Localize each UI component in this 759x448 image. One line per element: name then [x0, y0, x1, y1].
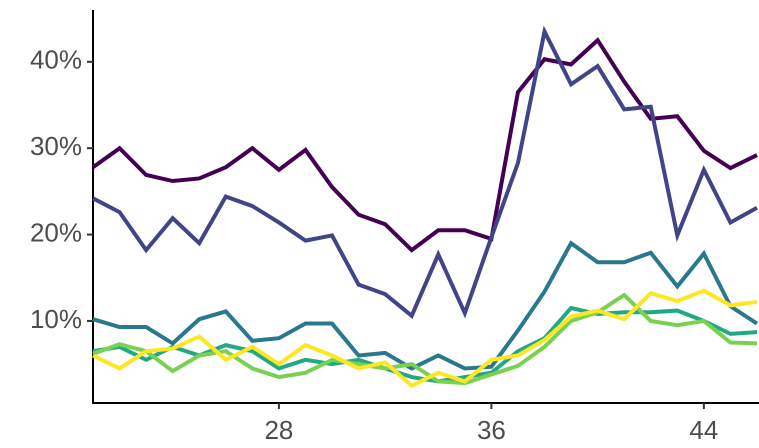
- series-line: [91, 37, 758, 253]
- series-line: [92, 292, 758, 386]
- y-tick-label: 40%: [30, 45, 82, 75]
- y-tick-label: 20%: [30, 217, 82, 247]
- y-tick-label: 30%: [30, 131, 82, 161]
- x-tick-label: 44: [689, 415, 718, 445]
- x-tick-label: 28: [264, 415, 293, 445]
- y-tick-label: 10%: [30, 304, 82, 334]
- x-tick-label: 36: [477, 415, 506, 445]
- series-line: [92, 288, 758, 389]
- series-line: [92, 25, 758, 319]
- series-line: [92, 240, 759, 371]
